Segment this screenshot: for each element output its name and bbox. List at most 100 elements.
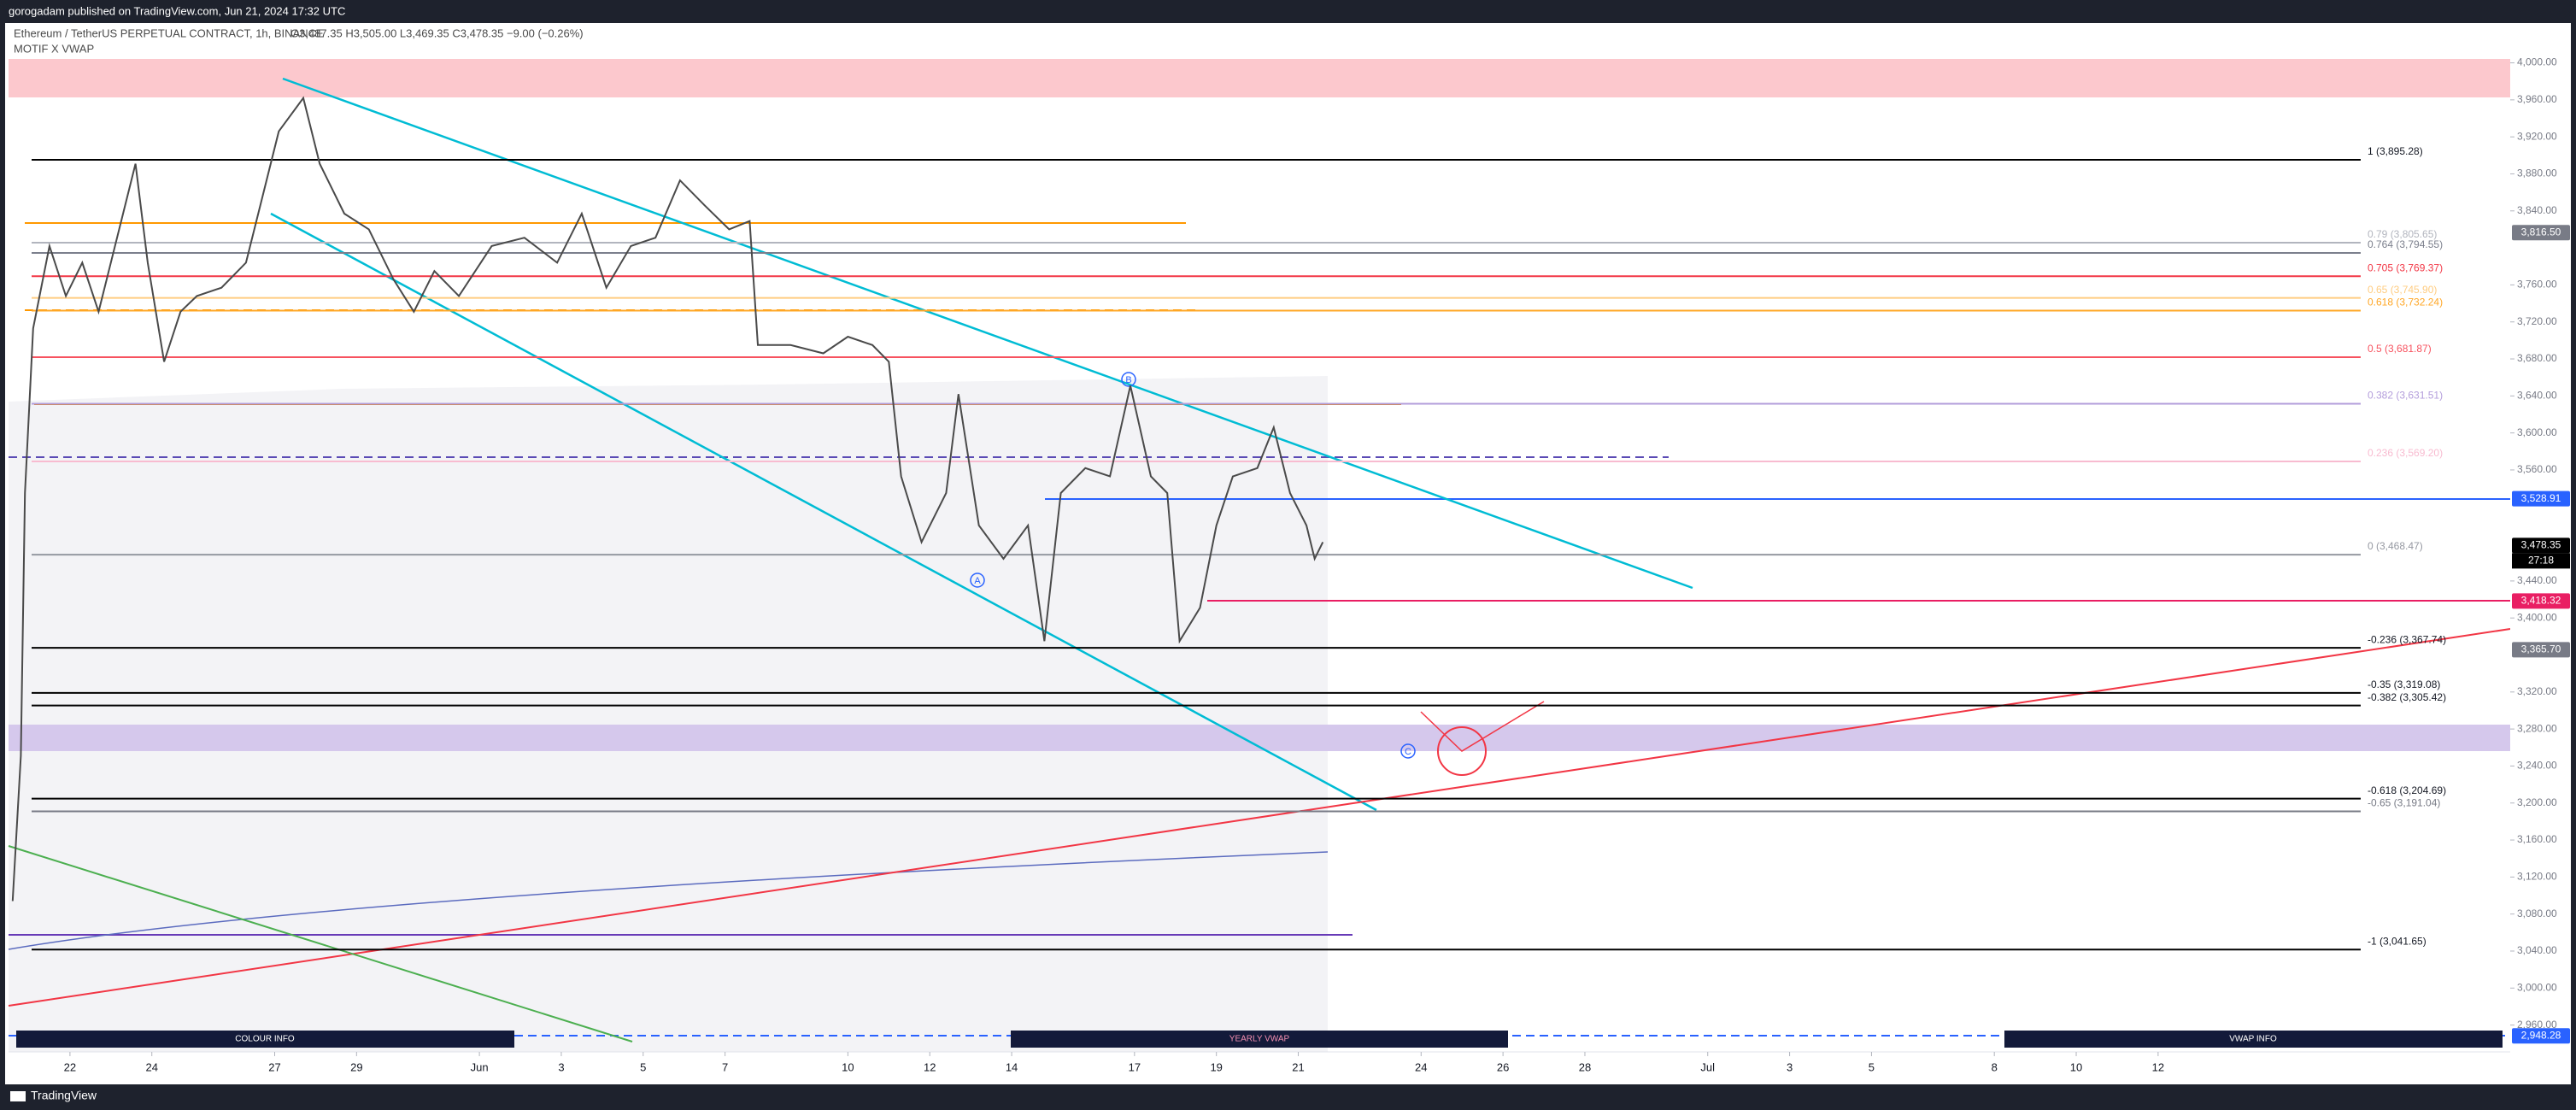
y-tick-label: 3,240.00: [2517, 760, 2557, 772]
price-label-box: [2512, 490, 2570, 507]
fib-label: 0.382 (3,631.51): [2368, 390, 2443, 402]
y-tick-label: 3,960.00: [2517, 93, 2557, 105]
x-tick-label: 3: [1787, 1060, 1793, 1073]
info-box: [2004, 1031, 2503, 1048]
x-tick-label: 8: [1992, 1060, 1998, 1073]
x-tick-label: 14: [1006, 1060, 1018, 1073]
indicator-name: MOTIF X VWAP: [14, 42, 94, 55]
info-box-label: VWAP INFO: [2229, 1035, 2277, 1044]
x-tick-label: 26: [1497, 1060, 1509, 1073]
wave-label: B: [1125, 375, 1131, 385]
price-axis: [2510, 23, 2571, 1052]
wave-label: C: [1405, 747, 1411, 757]
price-line: [11, 96, 1324, 902]
green-line: [8, 845, 633, 1042]
wave-markers: [970, 372, 1416, 759]
y-tick-label: 3,120.00: [2517, 871, 2557, 883]
y-tick-label: 3,760.00: [2517, 279, 2557, 291]
x-tick-label: 27: [268, 1060, 280, 1073]
price-label-box: [2512, 642, 2570, 658]
fib-label: 0.79 (3,805.65): [2368, 228, 2437, 240]
price-label: 3,816.50: [2521, 226, 2561, 238]
y-tick-label: 3,320.00: [2517, 685, 2557, 697]
y-tick-label: 3,400.00: [2517, 611, 2557, 623]
y-tick-label: 3,040.00: [2517, 944, 2557, 956]
x-tick-label: 17: [1129, 1060, 1141, 1073]
fib-label: 0.705 (3,769.37): [2368, 261, 2443, 273]
target-circle: [1437, 726, 1487, 776]
y-tick-label: 3,280.00: [2517, 722, 2557, 734]
y-tick-label: 3,000.00: [2517, 981, 2557, 993]
fib-label: 0 (3,468.47): [2368, 540, 2423, 552]
x-tick-label: 7: [722, 1060, 728, 1073]
channel-lower: [270, 212, 1377, 812]
info-box: [16, 1031, 514, 1048]
x-tick-label: 24: [1415, 1060, 1427, 1073]
supply-zone: [9, 59, 2510, 97]
logo: [10, 1091, 26, 1101]
x-tick-label: 10: [2070, 1060, 2082, 1073]
countdown-box: [2512, 553, 2570, 569]
ohlc: O3,487.35 H3,505.00 L3,469.35 C3,478.35 …: [290, 26, 584, 39]
x-tick-label: 12: [924, 1060, 936, 1073]
x-tick-label: 5: [640, 1060, 646, 1073]
chart-title: Ethereum / TetherUS PERPETUAL CONTRACT, …: [14, 26, 324, 39]
y-tick-label: 3,840.00: [2517, 204, 2557, 216]
price-label-box: [2512, 225, 2570, 241]
y-tick-label: 3,560.00: [2517, 463, 2557, 475]
fib-label: -0.618 (3,204.69): [2368, 784, 2446, 796]
fib-label: -0.382 (3,305.42): [2368, 691, 2446, 703]
footer-brand: TradingView: [31, 1089, 97, 1102]
trend-line: [8, 628, 2511, 1007]
projection-arrow: [1420, 701, 1545, 752]
y-tick-label: 3,200.00: [2517, 796, 2557, 808]
x-tick-label: 21: [1292, 1060, 1304, 1073]
price-label: 2,948.28: [2521, 1029, 2561, 1041]
wave-label: A: [974, 576, 981, 586]
x-tick-label: 10: [842, 1060, 854, 1073]
channel-upper: [282, 77, 1693, 590]
y-tick-label: 3,880.00: [2517, 167, 2557, 179]
x-tick-label: 22: [64, 1060, 76, 1073]
y-tick-label: 3,640.00: [2517, 390, 2557, 402]
fib-label: 0.5 (3,681.87): [2368, 343, 2432, 355]
fib-label: -1 (3,041.65): [2368, 935, 2426, 947]
countdown: 27:18: [2528, 555, 2554, 567]
price-label: 3,478.35: [2521, 539, 2561, 551]
price-label: 3,528.91: [2521, 492, 2561, 504]
y-tick-label: 4,000.00: [2517, 56, 2557, 68]
vwap-curve: [8, 851, 1329, 950]
price-label: 3,365.70: [2521, 643, 2561, 655]
fib-label: -0.65 (3,191.04): [2368, 797, 2440, 809]
y-tick-label: 2,960.00: [2517, 1019, 2557, 1031]
x-tick-label: 3: [558, 1060, 564, 1073]
y-tick-label: 3,680.00: [2517, 352, 2557, 364]
y-tick-label: 3,080.00: [2517, 907, 2557, 919]
header-bar: [0, 0, 2576, 23]
publisher: gorogadam published on TradingView.com, …: [9, 4, 345, 17]
price-label-box: [2512, 593, 2570, 609]
x-tick-label: Jul: [1700, 1060, 1715, 1073]
x-tick-label: 19: [1210, 1060, 1222, 1073]
info-box-label: COLOUR INFO: [235, 1035, 295, 1044]
fib-label: -0.236 (3,367.74): [2368, 633, 2446, 645]
y-tick-label: 3,920.00: [2517, 130, 2557, 142]
info-box-label: YEARLY VWAP: [1229, 1035, 1290, 1044]
x-tick-label: 28: [1579, 1060, 1591, 1073]
x-tick-label: 12: [2152, 1060, 2164, 1073]
x-tick-label: 5: [1869, 1060, 1875, 1073]
shaded-area: [9, 376, 1328, 1052]
fib-label: 1 (3,895.28): [2368, 145, 2423, 157]
price-label: 3,418.32: [2521, 595, 2561, 607]
fib-label: -0.35 (3,319.08): [2368, 678, 2440, 690]
price-label-box: [2512, 1028, 2570, 1044]
x-tick-label: 24: [145, 1060, 157, 1073]
y-tick-label: 3,440.00: [2517, 574, 2557, 586]
y-tick-label: 3,720.00: [2517, 315, 2557, 327]
x-tick-label: Jun: [471, 1060, 489, 1073]
fib-label: 0.764 (3,794.55): [2368, 238, 2443, 250]
x-tick-label: 29: [350, 1060, 362, 1073]
fib-label: 0.618 (3,732.24): [2368, 297, 2443, 308]
